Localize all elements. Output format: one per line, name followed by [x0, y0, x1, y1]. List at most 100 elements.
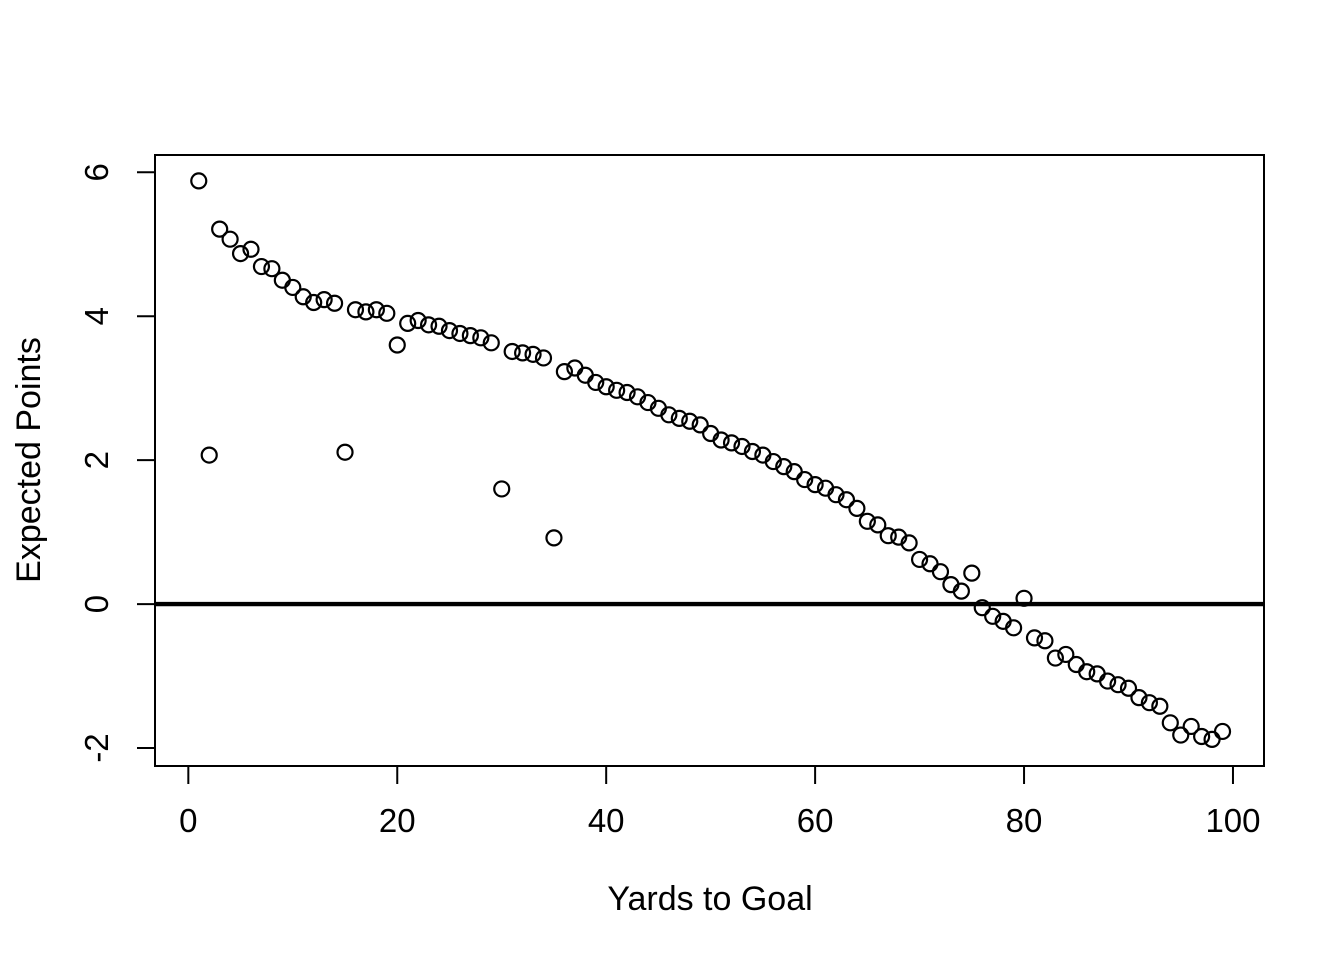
- data-point: [775, 458, 793, 476]
- x-tick-label: 40: [588, 802, 625, 839]
- data-point: [1161, 714, 1179, 732]
- data-point: [524, 345, 542, 363]
- data-point: [743, 442, 762, 461]
- y-tick-label: -2: [78, 733, 115, 762]
- data-point: [608, 381, 626, 399]
- data-point: [1067, 655, 1085, 674]
- data-point: [848, 499, 866, 517]
- data-point: [910, 550, 929, 569]
- data-point: [796, 470, 814, 489]
- data-point: [1203, 730, 1221, 748]
- data-point: [566, 359, 584, 377]
- data-point: [451, 324, 469, 343]
- data-point: [1025, 629, 1044, 647]
- x-tick-label: 20: [379, 802, 416, 839]
- data-point: [1015, 589, 1033, 607]
- data-point: [1182, 717, 1200, 736]
- data-point: [461, 327, 479, 345]
- data-point: [722, 434, 741, 452]
- data-point: [587, 373, 605, 392]
- data-point: [1140, 694, 1159, 712]
- data-point: [419, 316, 438, 334]
- data-point: [1004, 619, 1023, 637]
- data-point: [1119, 679, 1138, 697]
- data-point: [273, 271, 291, 289]
- data-point: [357, 303, 375, 321]
- data-point: [869, 516, 887, 534]
- plot-border: [154, 154, 1265, 767]
- data-point: [660, 406, 678, 424]
- data-point: [211, 220, 229, 238]
- data-point: [200, 446, 218, 464]
- data-point: [325, 294, 344, 312]
- data-point: [618, 383, 636, 402]
- data-point: [252, 257, 271, 276]
- data-point: [472, 329, 490, 347]
- data-point: [346, 301, 365, 319]
- data-point: [315, 291, 333, 309]
- data-point: [858, 512, 876, 530]
- data-point: [1036, 632, 1054, 650]
- data-point: [231, 244, 250, 263]
- data-point: [440, 321, 459, 340]
- data-point: [1193, 727, 1211, 746]
- data-point: [1109, 676, 1127, 694]
- data-point: [242, 240, 260, 258]
- y-tick-label: 0: [78, 595, 115, 613]
- y-tick-label: 2: [78, 451, 115, 469]
- data-point: [952, 582, 970, 600]
- data-point: [681, 412, 699, 430]
- data-point: [514, 344, 532, 362]
- data-point: [1057, 645, 1075, 664]
- data-point: [305, 293, 323, 312]
- data-point: [597, 378, 615, 396]
- data-point: [712, 431, 730, 449]
- x-tick-label: 100: [1205, 802, 1260, 839]
- data-point: [1088, 665, 1106, 683]
- data-point: [388, 336, 406, 354]
- plot-content: 0 20 40 60 80 100 -2 0 2 4 6: [78, 163, 1264, 839]
- data-point: [545, 529, 563, 547]
- data-point: [963, 564, 981, 582]
- data-point: [221, 230, 239, 248]
- data-point: [806, 476, 824, 494]
- data-point: [555, 363, 573, 381]
- data-point: [764, 452, 782, 471]
- data-point: [973, 599, 991, 617]
- data-point: [879, 527, 897, 545]
- data-point: [503, 342, 521, 361]
- data-point: [399, 314, 417, 333]
- data-point: [284, 278, 302, 297]
- data-point: [1151, 697, 1169, 715]
- data-point: [367, 301, 385, 319]
- data-point: [534, 349, 553, 367]
- data-point: [827, 486, 845, 504]
- data-point: [482, 334, 500, 352]
- data-point: [733, 437, 751, 456]
- data-point: [670, 409, 688, 427]
- x-tick-label: 0: [179, 802, 197, 839]
- data-point: [691, 416, 709, 434]
- data-point: [1078, 663, 1096, 681]
- data-point: [1099, 672, 1117, 690]
- data-point: [1172, 726, 1190, 744]
- y-axis-title: Expected Points: [10, 337, 48, 583]
- data-point: [378, 304, 396, 322]
- data-point: [1213, 722, 1232, 741]
- data-point: [1046, 649, 1064, 667]
- data-point: [984, 607, 1002, 625]
- data-point: [900, 534, 918, 552]
- data-point: [493, 480, 511, 498]
- data-point: [576, 366, 594, 384]
- data-point: [837, 491, 856, 509]
- x-tick-label: 60: [797, 802, 834, 839]
- x-tick-label: 80: [1006, 802, 1043, 839]
- data-point: [1130, 689, 1148, 707]
- data-point: [190, 172, 208, 190]
- y-tick-label: 6: [78, 163, 115, 181]
- data-point: [263, 260, 281, 278]
- data-point: [430, 317, 448, 335]
- data-point: [931, 563, 950, 581]
